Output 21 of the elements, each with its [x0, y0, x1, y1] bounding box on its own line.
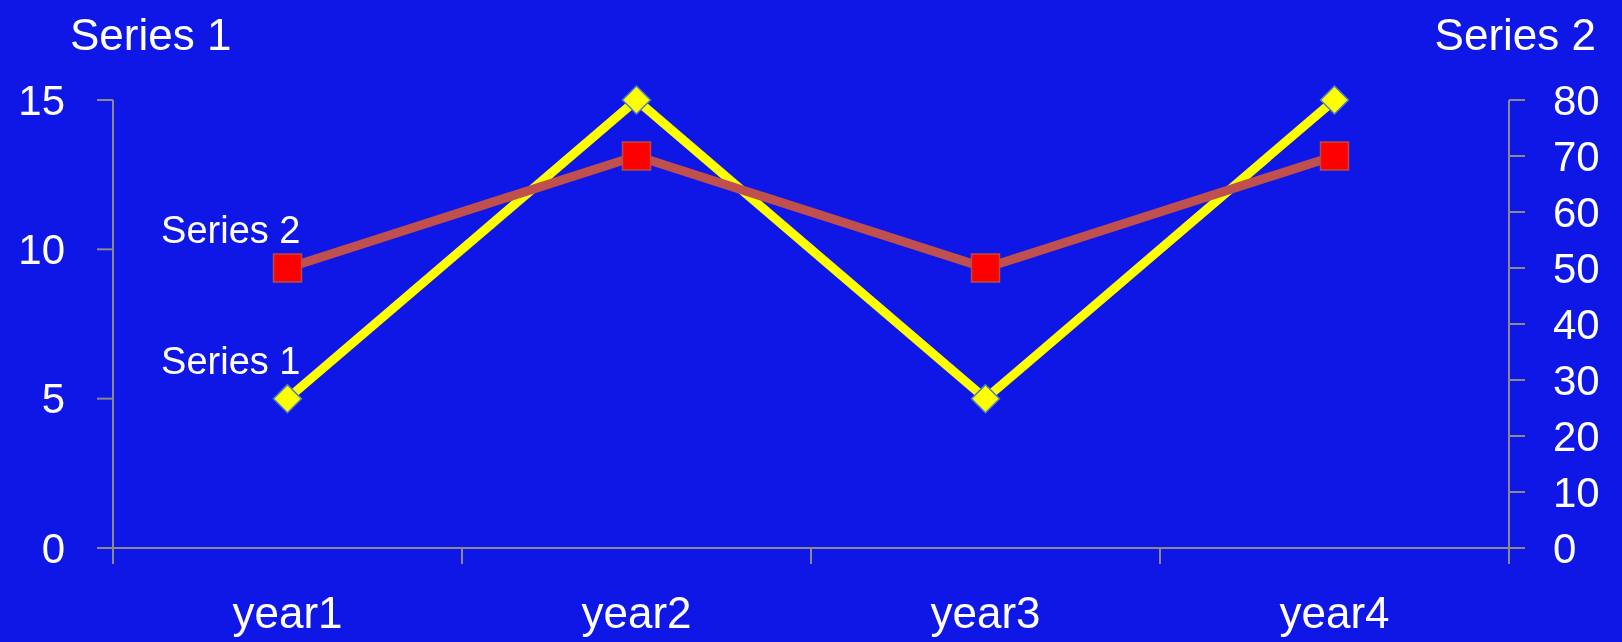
y2-tick-label: 10	[1553, 468, 1600, 516]
y-axis-title: Series 1	[70, 9, 232, 59]
series-label: Series 2	[161, 209, 301, 251]
x-tick-label: year4	[1279, 588, 1390, 637]
series-label: Series 1	[161, 339, 301, 382]
y2-tick-label: 70	[1553, 132, 1600, 180]
x-tick-label: year3	[930, 588, 1041, 637]
y2-tick-label: 40	[1553, 300, 1600, 348]
y2-tick-label: 60	[1553, 188, 1600, 236]
y-tick-label: 10	[18, 225, 65, 273]
y2-axis-title: Series 2	[1434, 9, 1596, 59]
y2-tick-label: 80	[1553, 76, 1600, 124]
y-tick-label: 15	[18, 76, 65, 124]
y-tick-label: 0	[41, 524, 65, 572]
y2-tick-label: 0	[1553, 524, 1577, 572]
x-tick-label: year1	[232, 588, 343, 637]
y-tick-label: 5	[41, 375, 65, 423]
y2-tick-label: 30	[1553, 356, 1600, 404]
y2-tick-label: 50	[1553, 244, 1600, 292]
x-tick-label: year2	[581, 588, 692, 637]
y2-tick-label: 20	[1553, 412, 1600, 460]
